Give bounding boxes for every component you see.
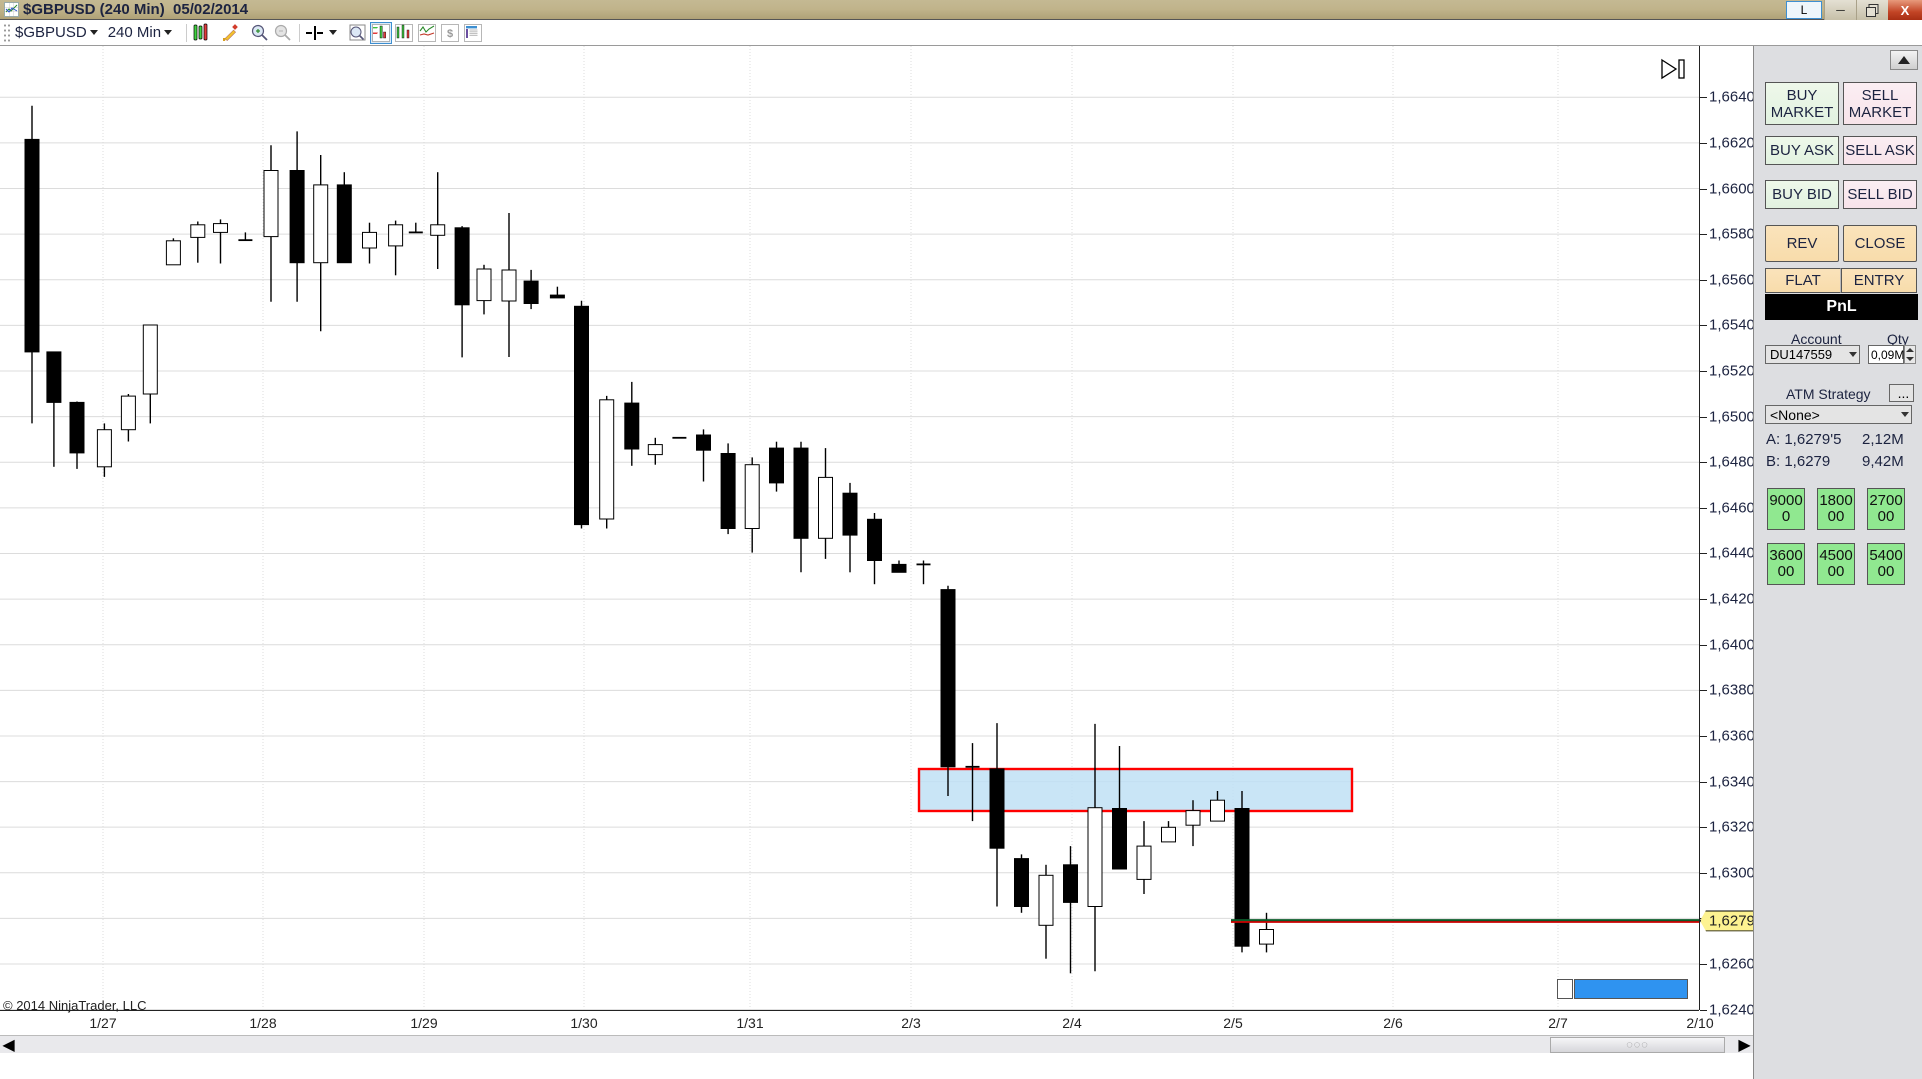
- svg-text:$: $: [447, 28, 453, 40]
